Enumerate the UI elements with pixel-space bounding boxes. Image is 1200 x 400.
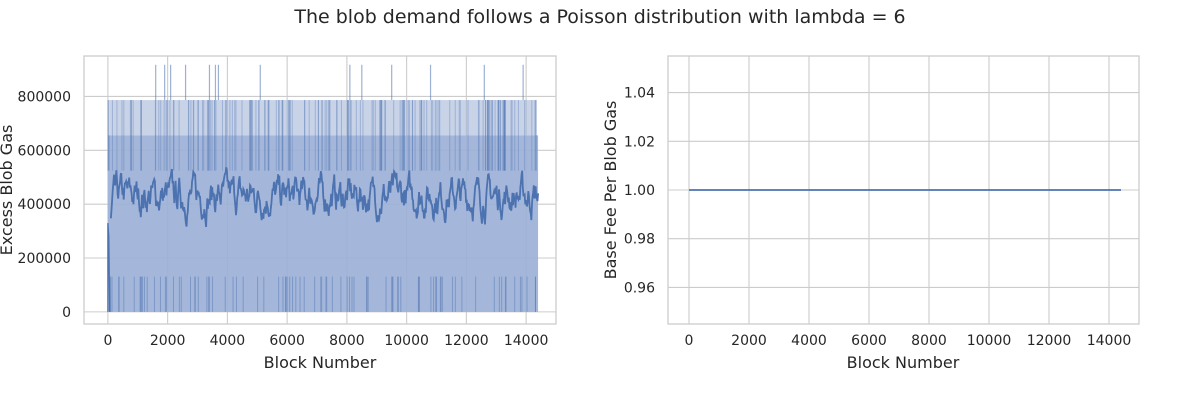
right-y-ticks: 0.96 0.98 1.00 1.02 1.04: [624, 86, 655, 297]
x-tick-label: 10000: [384, 333, 429, 349]
left-x-label: Block Number: [264, 353, 377, 372]
y-tick-label: 0: [62, 305, 71, 321]
right-x-ticks: 0 2000 4000 6000 8000 10000 12000 14000: [685, 333, 1132, 349]
y-tick-label: 400000: [18, 197, 71, 213]
y-tick-label: 1.02: [624, 134, 655, 150]
y-tick-label: 600000: [18, 143, 71, 159]
right-x-label: Block Number: [847, 353, 960, 372]
x-tick-label: 4000: [210, 333, 246, 349]
x-tick-label: 8000: [329, 333, 365, 349]
x-tick-label: 14000: [1087, 333, 1132, 349]
left-x-ticks: 0 2000 4000 6000 8000 10000 12000 14000: [103, 333, 548, 349]
left-spikes: [107, 64, 537, 312]
left-y-ticks: 0 200000 400000 600000 800000: [18, 89, 71, 320]
y-tick-label: 0.98: [624, 232, 655, 248]
x-tick-label: 2000: [731, 333, 767, 349]
x-tick-label: 0: [103, 333, 112, 349]
y-tick-label: 1.00: [624, 183, 655, 199]
x-tick-label: 14000: [504, 333, 549, 349]
raw-series-density-band: [107, 135, 539, 312]
x-tick-label: 8000: [911, 333, 947, 349]
x-tick-label: 12000: [444, 333, 489, 349]
x-tick-label: 0: [685, 333, 694, 349]
base-fee-chart: 0 2000 4000 6000 8000 10000 12000 14000 0.960.9…: [601, 55, 1140, 372]
x-tick-label: 12000: [1027, 333, 1072, 349]
x-tick-label: 10000: [967, 333, 1012, 349]
left-fill-band: [107, 100, 539, 312]
y-tick-label: 800000: [18, 89, 71, 105]
x-tick-label: 6000: [851, 333, 887, 349]
raw-series-upper-band: [109, 100, 537, 136]
x-tick-label: 6000: [269, 333, 305, 349]
figure-title: The blob demand follows a Poisson distri…: [293, 6, 905, 28]
right-axes-frame: [667, 55, 1140, 325]
x-tick-label: 2000: [150, 333, 186, 349]
left-smoothed-series: [109, 167, 539, 228]
y-tick-label: 1.04: [624, 86, 655, 102]
left-raw-series: [107, 222, 111, 312]
right-y-label: Base Fee Per Blob Gas: [601, 101, 620, 280]
y-tick-label: 200000: [18, 251, 71, 267]
x-tick-label: 4000: [791, 333, 827, 349]
y-tick-label: 0.96: [624, 280, 655, 296]
excess-blob-gas-chart: 0 2000 4000 6000 8000 10000 12000 14000 0 200000…: [0, 55, 557, 372]
left-axes-frame: [83, 55, 557, 325]
left-y-label: Excess Blob Gas: [0, 125, 16, 256]
